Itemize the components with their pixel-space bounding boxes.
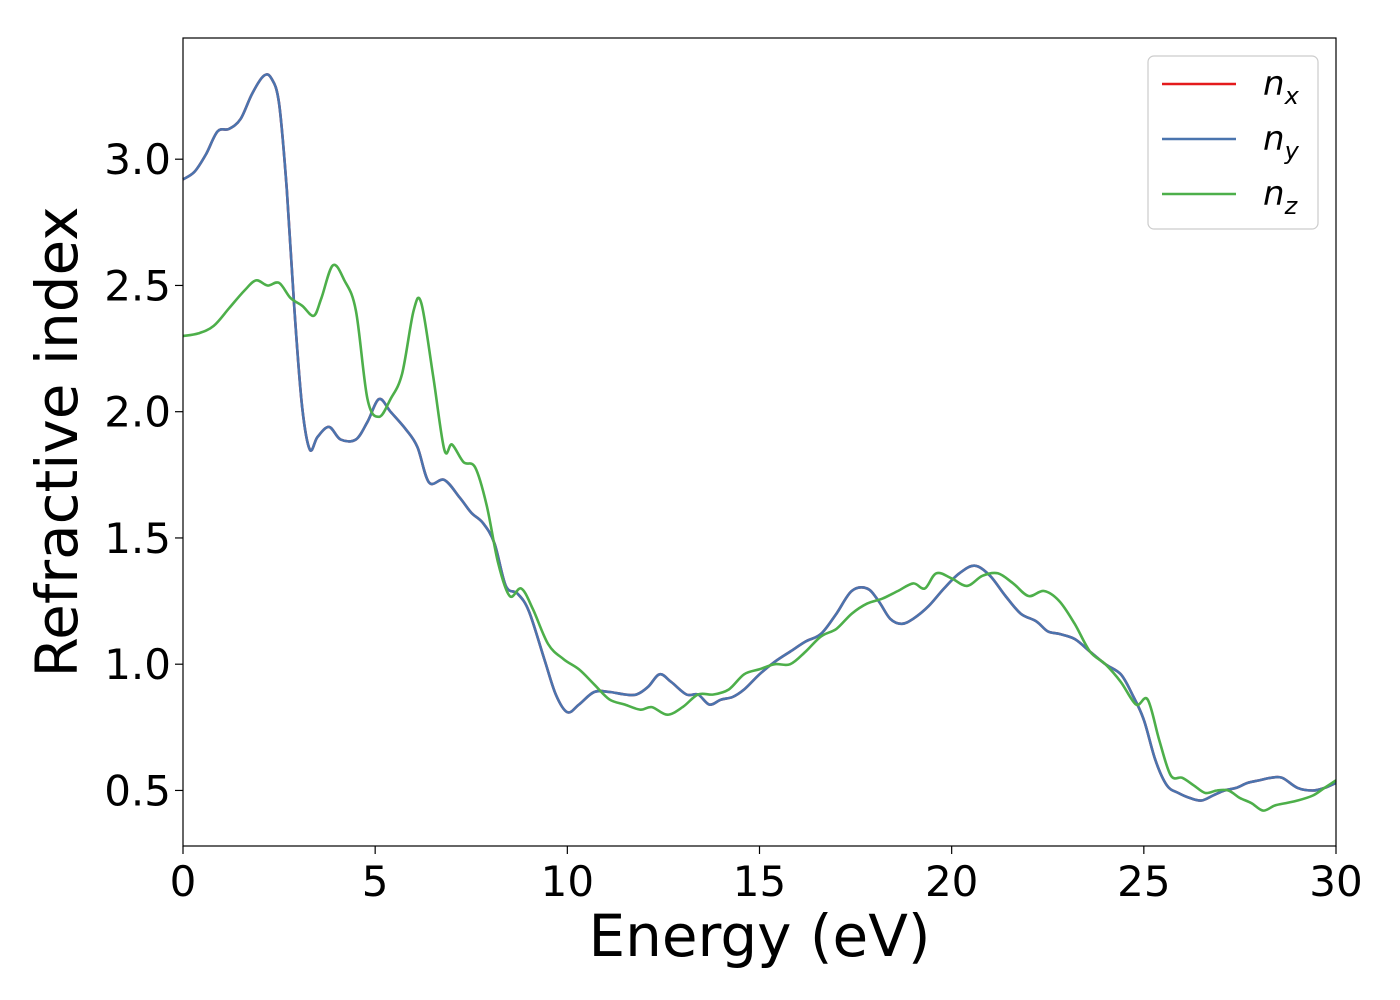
x-tick-label: 20: [925, 857, 978, 906]
series-lines: [182, 73, 1337, 812]
series-line-ny: [182, 73, 1337, 802]
y-axis-title: Refractive index: [23, 206, 91, 677]
y-tick-label: 0.5: [104, 766, 171, 815]
x-tick-label: 25: [1117, 857, 1170, 906]
legend-label-base: n: [1263, 174, 1285, 214]
plot-background: [183, 38, 1336, 846]
legend-label-base: n: [1263, 119, 1285, 159]
x-tick-label: 5: [362, 857, 389, 906]
x-tick-label: 0: [170, 857, 197, 906]
x-axis-title: Energy (eV): [588, 902, 930, 970]
y-tick-label: 1.5: [104, 514, 171, 563]
legend-label-nz: nz: [1263, 174, 1299, 220]
x-tick-label: 15: [733, 857, 786, 906]
legend-label-subscript: y: [1284, 137, 1300, 165]
x-axis-ticks: 0 5 10 15 20 25 30: [170, 846, 1363, 906]
y-tick-label: 1.0: [104, 640, 171, 689]
y-tick-label: 2.5: [104, 261, 171, 310]
x-tick-label: 10: [541, 857, 594, 906]
legend-label-ny: ny: [1263, 119, 1300, 165]
y-axis-ticks: 0.5 1.0 1.5 2.0 2.5 3.0: [104, 135, 183, 815]
legend-label-subscript: x: [1284, 82, 1300, 110]
legend-label-base: n: [1263, 64, 1285, 104]
legend-label-subscript: z: [1284, 192, 1299, 220]
legend-box: [1147, 55, 1319, 230]
x-tick-label: 30: [1309, 857, 1362, 906]
series-line-nz: [182, 263, 1337, 812]
y-tick-label: 3.0: [104, 135, 171, 184]
legend-label-nx: nx: [1263, 64, 1300, 110]
y-tick-label: 2.0: [104, 388, 171, 437]
